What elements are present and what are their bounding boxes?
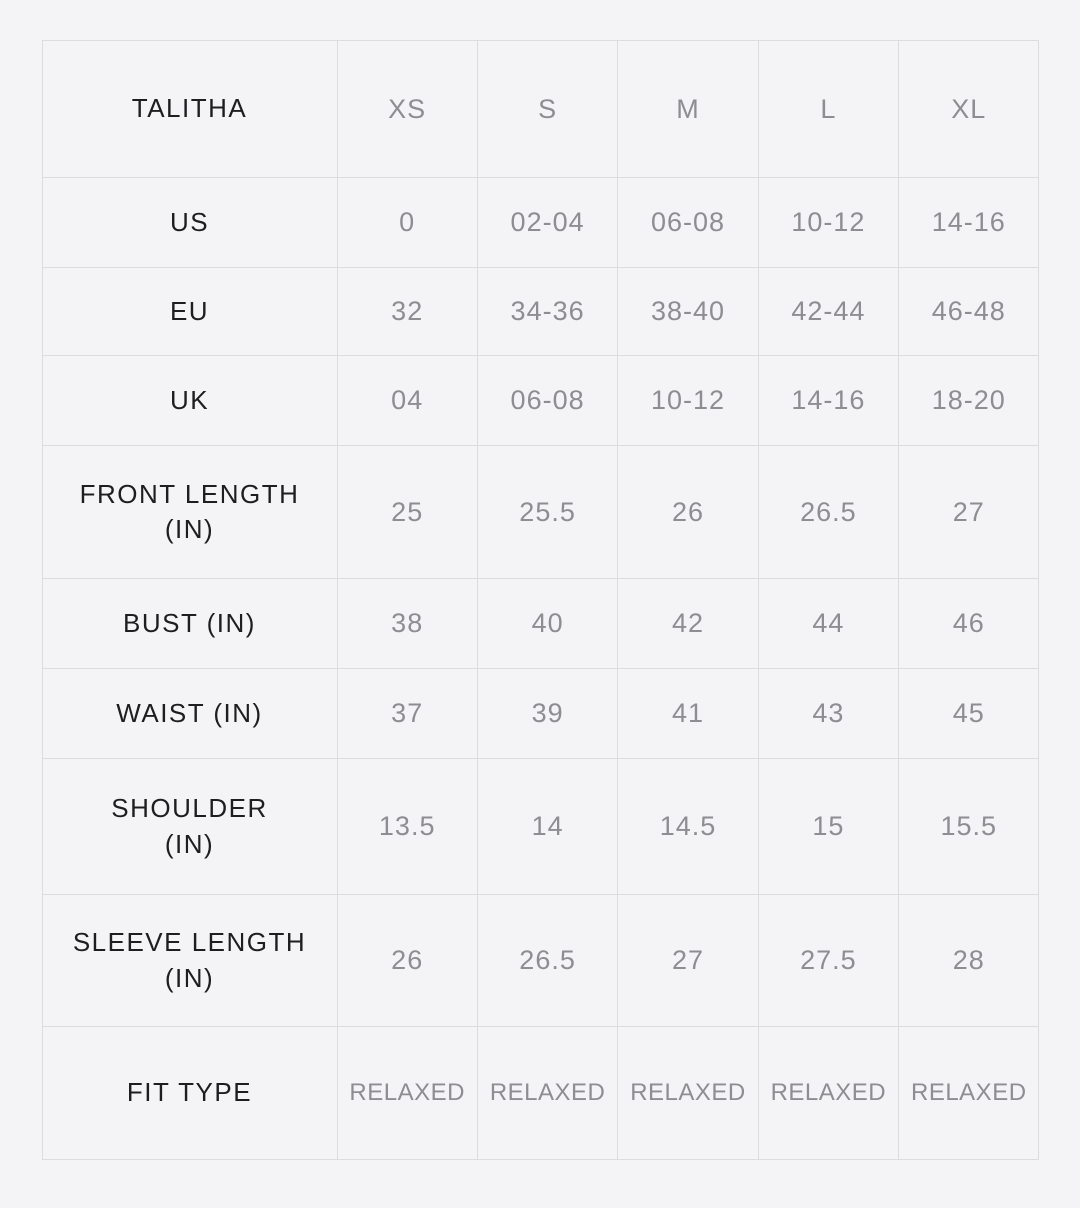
size-cell: 14-16 xyxy=(898,177,1040,268)
table-row-front-length: FRONT LENGTH (IN) 25 25.5 26 26.5 27 xyxy=(41,445,1040,579)
size-cell: 26.5 xyxy=(476,894,619,1027)
size-cell: 02-04 xyxy=(476,177,619,268)
table-row-us: US 0 02-04 06-08 10-12 14-16 xyxy=(41,177,1040,268)
table-row-bust: BUST (IN) 38 40 42 44 46 xyxy=(41,578,1040,669)
size-cell: 26.5 xyxy=(757,445,900,579)
size-cell: 26 xyxy=(617,445,759,579)
size-cell: 14 xyxy=(476,758,619,895)
size-cell: 39 xyxy=(476,668,619,759)
row-label-front-length: FRONT LENGTH (IN) xyxy=(41,445,338,579)
table-row-waist: WAIST (IN) 37 39 41 43 45 xyxy=(41,668,1040,759)
column-header-s: S xyxy=(476,40,619,178)
column-header-xl: XL xyxy=(898,40,1040,178)
size-cell: 38-40 xyxy=(617,267,759,356)
table-row-shoulder: SHOULDER (IN) 13.5 14 14.5 15 15.5 xyxy=(41,758,1040,895)
size-cell: 27 xyxy=(617,894,759,1027)
row-label-waist: WAIST (IN) xyxy=(41,668,338,759)
size-cell: 10-12 xyxy=(617,355,759,446)
row-label-uk: UK xyxy=(41,355,338,446)
size-chart-container: TALITHA XS S M L XL US 0 02-04 06-08 10-… xyxy=(41,0,1040,1160)
size-cell: 44 xyxy=(757,578,900,669)
size-cell: 0 xyxy=(336,177,478,268)
size-cell: 42-44 xyxy=(757,267,900,356)
table-row-eu: EU 32 34-36 38-40 42-44 46-48 xyxy=(41,267,1040,356)
size-cell: 42 xyxy=(617,578,759,669)
size-chart-body: US 0 02-04 06-08 10-12 14-16 EU 32 34-36… xyxy=(41,177,1040,1160)
size-cell: 14.5 xyxy=(617,758,759,895)
size-cell: 46 xyxy=(898,578,1040,669)
size-cell: 10-12 xyxy=(757,177,900,268)
table-row-fit-type: FIT TYPE RELAXED RELAXED RELAXED RELAXED… xyxy=(41,1026,1040,1160)
size-cell: RELAXED xyxy=(336,1026,478,1160)
brand-name: TALITHA xyxy=(41,40,338,178)
size-cell: RELAXED xyxy=(617,1026,759,1160)
column-header-xs: XS xyxy=(336,40,478,178)
size-chart-header: TALITHA XS S M L XL xyxy=(41,40,1040,178)
size-cell: 13.5 xyxy=(336,758,478,895)
row-label-eu: EU xyxy=(41,267,338,356)
size-cell: 27 xyxy=(898,445,1040,579)
size-cell: 38 xyxy=(336,578,478,669)
size-cell: 06-08 xyxy=(617,177,759,268)
size-cell: 28 xyxy=(898,894,1040,1027)
size-cell: 06-08 xyxy=(476,355,619,446)
size-cell: 46-48 xyxy=(898,267,1040,356)
size-cell: RELAXED xyxy=(476,1026,619,1160)
size-cell: 34-36 xyxy=(476,267,619,356)
size-cell: 14-16 xyxy=(757,355,900,446)
size-cell: 37 xyxy=(336,668,478,759)
size-cell: 25.5 xyxy=(476,445,619,579)
row-label-fit-type: FIT TYPE xyxy=(41,1026,338,1160)
size-cell: 15.5 xyxy=(898,758,1040,895)
size-cell: 18-20 xyxy=(898,355,1040,446)
size-cell: 27.5 xyxy=(757,894,900,1027)
row-label-bust: BUST (IN) xyxy=(41,578,338,669)
row-label-us: US xyxy=(41,177,338,268)
header-row: TALITHA XS S M L XL xyxy=(41,40,1040,178)
size-cell: 15 xyxy=(757,758,900,895)
row-label-shoulder: SHOULDER (IN) xyxy=(41,758,338,895)
size-cell: 26 xyxy=(336,894,478,1027)
size-cell: 04 xyxy=(336,355,478,446)
size-cell: 43 xyxy=(757,668,900,759)
size-cell: RELAXED xyxy=(898,1026,1040,1160)
row-label-sleeve-length: SLEEVE LENGTH (IN) xyxy=(41,894,338,1027)
size-cell: 25 xyxy=(336,445,478,579)
column-header-l: L xyxy=(757,40,900,178)
size-cell: 32 xyxy=(336,267,478,356)
table-row-uk: UK 04 06-08 10-12 14-16 18-20 xyxy=(41,355,1040,446)
table-row-sleeve-length: SLEEVE LENGTH (IN) 26 26.5 27 27.5 28 xyxy=(41,894,1040,1027)
size-chart-table: TALITHA XS S M L XL US 0 02-04 06-08 10-… xyxy=(41,40,1040,1160)
size-cell: RELAXED xyxy=(757,1026,900,1160)
size-cell: 40 xyxy=(476,578,619,669)
size-cell: 45 xyxy=(898,668,1040,759)
size-cell: 41 xyxy=(617,668,759,759)
column-header-m: M xyxy=(617,40,759,178)
